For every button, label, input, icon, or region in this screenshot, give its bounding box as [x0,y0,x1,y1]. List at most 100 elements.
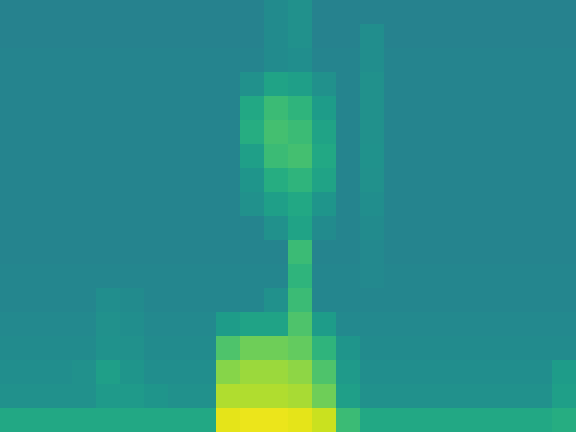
heatmap-cell [192,192,216,216]
heatmap-cell [264,288,288,312]
heatmap-cell [456,288,480,312]
heatmap-cell [384,96,408,120]
heatmap-cell [48,72,72,96]
heatmap-cell [480,216,504,240]
heatmap-cell [0,312,24,336]
heatmap-cell [24,0,48,24]
heatmap-cell [336,336,360,360]
heatmap-cell [192,120,216,144]
heatmap-cell [336,96,360,120]
heatmap-cell [456,168,480,192]
heatmap-cell [456,144,480,168]
heatmap-cell [96,24,120,48]
heatmap-cell [384,240,408,264]
heatmap-cell [312,120,336,144]
heatmap-cell [144,192,168,216]
heatmap-cell [96,168,120,192]
heatmap-cell [144,240,168,264]
heatmap-cell [216,288,240,312]
heatmap-cell [264,96,288,120]
heatmap-cell [552,264,576,288]
heatmap-cell [432,144,456,168]
heatmap-cell [144,312,168,336]
heatmap-cell [48,96,72,120]
heatmap-cell [312,288,336,312]
heatmap-cell [360,336,384,360]
heatmap-cell [264,72,288,96]
heatmap-cell [432,24,456,48]
heatmap-cell [120,120,144,144]
heatmap-cell [288,240,312,264]
heatmap-cell [96,0,120,24]
heatmap-cell [552,384,576,408]
heatmap-cell [24,312,48,336]
heatmap-cell [336,240,360,264]
heatmap-cell [336,0,360,24]
heatmap-cell [120,192,144,216]
heatmap-cell [240,0,264,24]
heatmap-cell [144,264,168,288]
heatmap-cell [336,120,360,144]
heatmap-cell [0,96,24,120]
heatmap-cell [456,264,480,288]
heatmap-cell [384,312,408,336]
heatmap-cell [384,192,408,216]
heatmap-cell [0,408,24,432]
heatmap-cell [288,120,312,144]
heatmap-cell [312,72,336,96]
heatmap-cell [48,336,72,360]
heatmap-cell [432,168,456,192]
heatmap-cell [144,72,168,96]
heatmap-cell [288,288,312,312]
heatmap-cell [288,96,312,120]
heatmap-cell [192,240,216,264]
heatmap-cell [336,24,360,48]
heatmap-cell [192,144,216,168]
heatmap-cell [24,144,48,168]
heatmap-cell [288,312,312,336]
heatmap-cell [552,0,576,24]
heatmap-cell [48,144,72,168]
heatmap-cell [72,336,96,360]
heatmap-cell [216,120,240,144]
heatmap-cell [528,264,552,288]
heatmap-cell [408,48,432,72]
heatmap-cell [360,216,384,240]
heatmap-cell [384,0,408,24]
heatmap-cell [240,384,264,408]
heatmap-cell [504,312,528,336]
heatmap-cell [312,360,336,384]
heatmap-cell [192,336,216,360]
heatmap-cell [384,72,408,96]
heatmap-cell [336,144,360,168]
heatmap-cell [144,408,168,432]
heatmap-cell [528,96,552,120]
heatmap-cell [120,408,144,432]
heatmap-cell [120,336,144,360]
heatmap-cell [360,408,384,432]
heatmap-cell [264,240,288,264]
heatmap-cell [480,168,504,192]
heatmap-cell [24,72,48,96]
heatmap-cell [144,168,168,192]
heatmap-cell [456,216,480,240]
heatmap-cell [96,48,120,72]
heatmap-cell [288,168,312,192]
heatmap-cell [480,120,504,144]
heatmap-cell [408,288,432,312]
heatmap-cell [144,216,168,240]
heatmap-cell [264,384,288,408]
heatmap-cell [192,408,216,432]
heatmap-cell [168,336,192,360]
heatmap-cell [72,360,96,384]
heatmap-cell [24,360,48,384]
heatmap-cell [480,336,504,360]
heatmap-cell [24,24,48,48]
heatmap-cell [96,336,120,360]
heatmap-cell [480,288,504,312]
heatmap-cell [168,360,192,384]
heatmap-cell [528,336,552,360]
heatmap-cell [456,72,480,96]
heatmap-cell [72,384,96,408]
heatmap-cell [504,168,528,192]
